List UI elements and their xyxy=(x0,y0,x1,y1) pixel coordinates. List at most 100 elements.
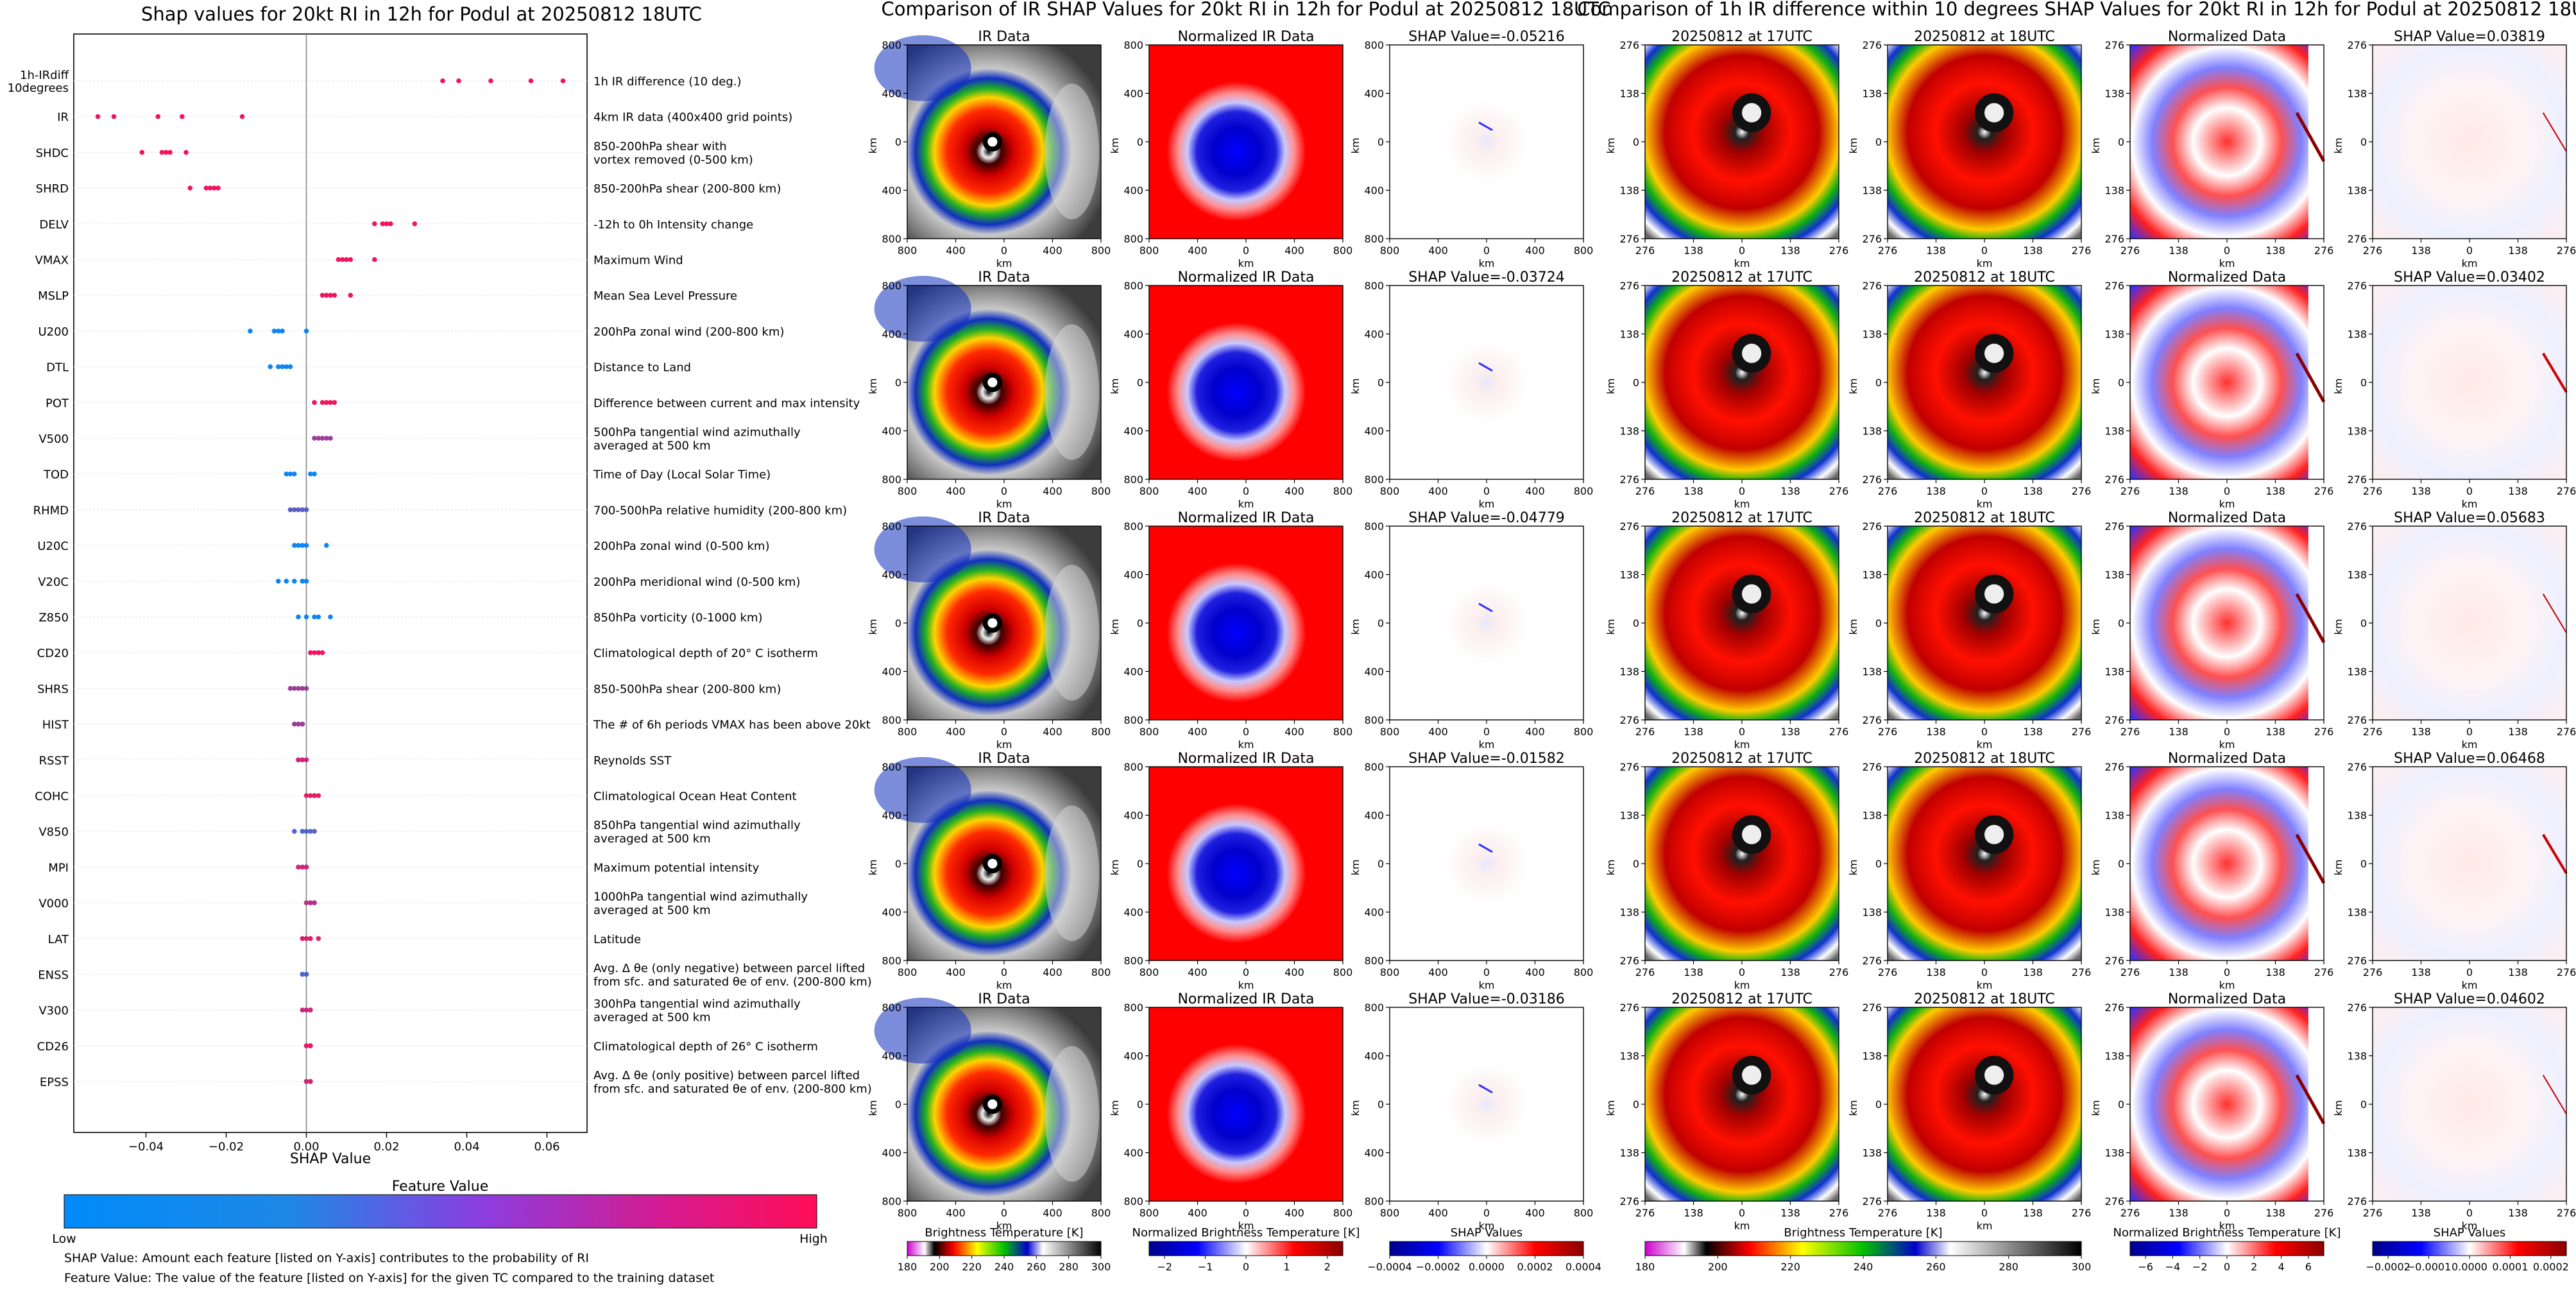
y-tick-label: 0 xyxy=(1378,377,1384,389)
field-streak xyxy=(2295,352,2326,403)
x-tick-label: 276 xyxy=(1829,1207,1849,1219)
shap-point xyxy=(388,221,393,226)
shap-point xyxy=(384,221,389,226)
feature-description: 700-500hPa relative humidity (200-800 km… xyxy=(593,504,847,517)
cloud-band xyxy=(874,997,971,1064)
x-axis-label: km xyxy=(996,257,1012,269)
panel-title: 20250812 at 17UTC xyxy=(1671,269,1813,286)
x-tick-label: 138 xyxy=(1780,966,1800,978)
y-axis-label: km xyxy=(1349,379,1361,395)
storm-eye xyxy=(1742,584,1762,604)
x-tick-label: 0 xyxy=(1483,244,1490,257)
x-tick-label: 276 xyxy=(2120,485,2140,497)
feature-label: DELV xyxy=(39,218,69,232)
panel-field xyxy=(1645,767,1839,960)
y-tick-label: 276 xyxy=(1862,280,1882,292)
shap-point xyxy=(212,185,217,191)
y-tick-label: 138 xyxy=(1619,569,1639,581)
y-tick-label: 276 xyxy=(2347,280,2367,292)
shap-point xyxy=(308,1043,313,1048)
feature-label: CD26 xyxy=(37,1040,69,1054)
panel-title: Normalized Data xyxy=(2168,269,2286,286)
shap-point xyxy=(320,436,325,441)
y-tick-label: 276 xyxy=(1619,233,1639,245)
x-tick-label: 400 xyxy=(1428,244,1448,257)
x-tick-label: 800 xyxy=(1091,966,1111,978)
colorbar-tick-label: 300 xyxy=(2072,1261,2092,1273)
feature-label: SHDC xyxy=(36,146,69,160)
x-tick-label: 0 xyxy=(1739,485,1745,497)
y-tick-label: 276 xyxy=(1862,714,1882,726)
panel-title: Normalized Data xyxy=(2168,991,2286,1007)
feature-label: MSLP xyxy=(38,289,69,303)
y-axis-label: km xyxy=(1847,860,1859,876)
ir-title: Comparison of IR SHAP Values for 20kt RI… xyxy=(881,0,1610,20)
shap-point xyxy=(287,507,293,513)
panel-title: IR Data xyxy=(978,991,1030,1007)
field-streak xyxy=(2295,593,2326,644)
y-tick-label: 138 xyxy=(2347,569,2367,581)
image-panel: SHAP Value=-0.01582800800400400004004008… xyxy=(1349,751,1593,991)
y-tick-label: 276 xyxy=(2347,474,2367,486)
feature-label: RSST xyxy=(39,754,69,767)
feature-description: averaged at 500 km xyxy=(593,904,711,918)
colorbar-tick-label: −6 xyxy=(2138,1261,2153,1273)
field-tint xyxy=(2373,526,2566,720)
feature-label: Z850 xyxy=(38,611,69,625)
y-tick-label: 400 xyxy=(882,666,901,678)
shap-point xyxy=(320,650,325,655)
y-tick-label: 0 xyxy=(1137,617,1143,629)
y-tick-label: 800 xyxy=(1123,761,1143,773)
x-tick-label: 400 xyxy=(1043,244,1062,257)
y-tick-label: 400 xyxy=(1123,666,1143,678)
x-tick-label: 400 xyxy=(1525,966,1545,978)
feature-description: averaged at 500 km xyxy=(593,440,711,453)
x-tick-label: 276 xyxy=(2557,485,2576,497)
x-tick-label: 0 xyxy=(2224,244,2230,257)
shap-point xyxy=(276,364,281,370)
x-tick-label: 138 xyxy=(1684,966,1703,978)
x-tick-label: 276 xyxy=(1635,485,1655,497)
x-tick-label: 400 xyxy=(1525,485,1545,497)
y-tick-label: 400 xyxy=(1364,810,1384,822)
shap-point xyxy=(167,149,173,155)
shap-point xyxy=(320,293,325,298)
y-tick-label: 400 xyxy=(1364,1147,1384,1159)
cloud-band xyxy=(1045,324,1099,460)
feature-label: SHRS xyxy=(37,683,69,696)
y-tick-label: 276 xyxy=(1862,1002,1882,1014)
x-tick-label: 0 xyxy=(1001,244,1007,257)
colorbar-tick-label: 0 xyxy=(1243,1261,1249,1273)
y-tick-label: 138 xyxy=(1619,907,1639,919)
feature-description: averaged at 500 km xyxy=(593,1011,711,1025)
x-tick-label: 276 xyxy=(2072,726,2092,738)
panel-title: IR Data xyxy=(978,510,1030,526)
colorbar-tick-label: 220 xyxy=(1780,1261,1800,1273)
shap-point xyxy=(287,471,293,477)
shap-point xyxy=(340,257,345,262)
y-axis-label: km xyxy=(867,619,879,635)
x-tick-label: 276 xyxy=(2120,726,2140,738)
panel-field xyxy=(1645,526,1839,720)
shap-point xyxy=(412,221,418,226)
x-tick-label: 0 xyxy=(1483,966,1490,978)
shap-point xyxy=(488,78,493,83)
shap-point xyxy=(303,1007,309,1012)
x-tick-label: 0 xyxy=(1483,485,1490,497)
y-tick-label: 0 xyxy=(1378,858,1384,870)
shap-point xyxy=(268,364,273,370)
panel-title: SHAP Value=0.03819 xyxy=(2394,29,2545,45)
colorbar-gradient xyxy=(1389,1241,1584,1256)
y-axis-label: km xyxy=(2332,138,2344,154)
feature-label: HIST xyxy=(42,719,69,732)
colorbar-tick-label: 240 xyxy=(1854,1261,1873,1273)
feature-description: The # of 6h periods VMAX has been above … xyxy=(593,719,871,732)
x-tick-label: 0.04 xyxy=(454,1140,479,1154)
x-tick-label: 0 xyxy=(2224,485,2230,497)
shap-point xyxy=(276,579,281,584)
y-tick-label: 276 xyxy=(1862,955,1882,967)
x-axis-label: km xyxy=(2219,498,2235,510)
shap-point xyxy=(300,971,305,977)
x-tick-label: 800 xyxy=(898,485,917,497)
